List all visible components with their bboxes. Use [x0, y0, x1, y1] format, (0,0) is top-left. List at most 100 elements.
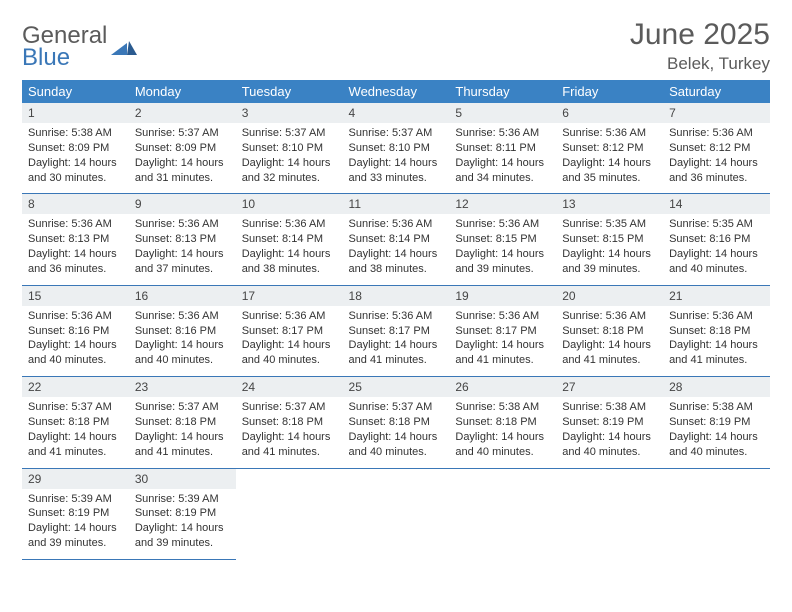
sunset-line: Sunset: 8:17 PM: [242, 324, 337, 339]
month-title: June 2025: [630, 18, 770, 52]
day-body: Sunrise: 5:38 AMSunset: 8:09 PMDaylight:…: [22, 123, 129, 193]
day-body: Sunrise: 5:36 AMSunset: 8:13 PMDaylight:…: [22, 214, 129, 284]
day-number: 5: [449, 103, 556, 123]
day-number: 13: [556, 194, 663, 214]
day-body: Sunrise: 5:38 AMSunset: 8:19 PMDaylight:…: [663, 397, 770, 467]
day-number: 16: [129, 286, 236, 306]
sunset-line: Sunset: 8:10 PM: [242, 141, 337, 156]
day-header: Wednesday: [343, 80, 450, 103]
calendar-cell: 11Sunrise: 5:36 AMSunset: 8:14 PMDayligh…: [343, 194, 450, 285]
calendar-cell: 22Sunrise: 5:37 AMSunset: 8:18 PMDayligh…: [22, 377, 129, 468]
day-number: 21: [663, 286, 770, 306]
sunset-line: Sunset: 8:14 PM: [242, 232, 337, 247]
sunset-line: Sunset: 8:09 PM: [28, 141, 123, 156]
calendar-cell: [556, 468, 663, 559]
sunset-line: Sunset: 8:18 PM: [135, 415, 230, 430]
sunrise-line: Sunrise: 5:39 AM: [135, 492, 230, 507]
daylight-line: Daylight: 14 hours and 40 minutes.: [135, 338, 230, 368]
day-body: Sunrise: 5:36 AMSunset: 8:16 PMDaylight:…: [129, 306, 236, 376]
day-body: Sunrise: 5:36 AMSunset: 8:17 PMDaylight:…: [449, 306, 556, 376]
sunrise-line: Sunrise: 5:37 AM: [135, 126, 230, 141]
day-number: 17: [236, 286, 343, 306]
sunrise-line: Sunrise: 5:36 AM: [28, 217, 123, 232]
day-body: Sunrise: 5:37 AMSunset: 8:10 PMDaylight:…: [343, 123, 450, 193]
sunrise-line: Sunrise: 5:36 AM: [562, 309, 657, 324]
daylight-line: Daylight: 14 hours and 41 minutes.: [349, 338, 444, 368]
day-body: Sunrise: 5:36 AMSunset: 8:16 PMDaylight:…: [22, 306, 129, 376]
day-number: 20: [556, 286, 663, 306]
daylight-line: Daylight: 14 hours and 36 minutes.: [669, 156, 764, 186]
sunset-line: Sunset: 8:18 PM: [455, 415, 550, 430]
day-body: Sunrise: 5:37 AMSunset: 8:18 PMDaylight:…: [343, 397, 450, 467]
daylight-line: Daylight: 14 hours and 33 minutes.: [349, 156, 444, 186]
calendar-week-row: 8Sunrise: 5:36 AMSunset: 8:13 PMDaylight…: [22, 194, 770, 285]
calendar-head: SundayMondayTuesdayWednesdayThursdayFrid…: [22, 80, 770, 103]
daylight-line: Daylight: 14 hours and 40 minutes.: [562, 430, 657, 460]
sunset-line: Sunset: 8:17 PM: [455, 324, 550, 339]
calendar-cell: 21Sunrise: 5:36 AMSunset: 8:18 PMDayligh…: [663, 285, 770, 376]
calendar-cell: 23Sunrise: 5:37 AMSunset: 8:18 PMDayligh…: [129, 377, 236, 468]
day-number: 3: [236, 103, 343, 123]
logo-word2: Blue: [22, 46, 107, 70]
day-number: 26: [449, 377, 556, 397]
day-header-row: SundayMondayTuesdayWednesdayThursdayFrid…: [22, 80, 770, 103]
sunrise-line: Sunrise: 5:37 AM: [242, 400, 337, 415]
calendar-cell: [449, 468, 556, 559]
day-number: 6: [556, 103, 663, 123]
daylight-line: Daylight: 14 hours and 41 minutes.: [28, 430, 123, 460]
day-number: 28: [663, 377, 770, 397]
calendar-cell: 26Sunrise: 5:38 AMSunset: 8:18 PMDayligh…: [449, 377, 556, 468]
day-number: 25: [343, 377, 450, 397]
calendar-cell: 4Sunrise: 5:37 AMSunset: 8:10 PMDaylight…: [343, 103, 450, 194]
day-body: Sunrise: 5:39 AMSunset: 8:19 PMDaylight:…: [129, 489, 236, 559]
calendar-cell: 30Sunrise: 5:39 AMSunset: 8:19 PMDayligh…: [129, 468, 236, 559]
day-number: 10: [236, 194, 343, 214]
day-body: Sunrise: 5:36 AMSunset: 8:11 PMDaylight:…: [449, 123, 556, 193]
day-number: 9: [129, 194, 236, 214]
sunset-line: Sunset: 8:19 PM: [562, 415, 657, 430]
daylight-line: Daylight: 14 hours and 40 minutes.: [669, 430, 764, 460]
sunrise-line: Sunrise: 5:36 AM: [562, 126, 657, 141]
calendar-cell: 19Sunrise: 5:36 AMSunset: 8:17 PMDayligh…: [449, 285, 556, 376]
day-number: 8: [22, 194, 129, 214]
day-body: Sunrise: 5:36 AMSunset: 8:17 PMDaylight:…: [236, 306, 343, 376]
sunrise-line: Sunrise: 5:36 AM: [455, 309, 550, 324]
sunset-line: Sunset: 8:16 PM: [669, 232, 764, 247]
sunset-line: Sunset: 8:10 PM: [349, 141, 444, 156]
day-body: Sunrise: 5:37 AMSunset: 8:10 PMDaylight:…: [236, 123, 343, 193]
calendar-week-row: 22Sunrise: 5:37 AMSunset: 8:18 PMDayligh…: [22, 377, 770, 468]
day-header: Friday: [556, 80, 663, 103]
calendar-cell: 24Sunrise: 5:37 AMSunset: 8:18 PMDayligh…: [236, 377, 343, 468]
calendar-page: General Blue June 2025 Belek, Turkey Sun…: [0, 0, 792, 560]
day-body: Sunrise: 5:36 AMSunset: 8:15 PMDaylight:…: [449, 214, 556, 284]
daylight-line: Daylight: 14 hours and 32 minutes.: [242, 156, 337, 186]
day-number: 24: [236, 377, 343, 397]
sunset-line: Sunset: 8:18 PM: [242, 415, 337, 430]
daylight-line: Daylight: 14 hours and 40 minutes.: [28, 338, 123, 368]
day-number: 27: [556, 377, 663, 397]
day-body: Sunrise: 5:37 AMSunset: 8:18 PMDaylight:…: [129, 397, 236, 467]
sunrise-line: Sunrise: 5:36 AM: [242, 217, 337, 232]
sunrise-line: Sunrise: 5:38 AM: [669, 400, 764, 415]
day-body: Sunrise: 5:37 AMSunset: 8:09 PMDaylight:…: [129, 123, 236, 193]
daylight-line: Daylight: 14 hours and 39 minutes.: [28, 521, 123, 551]
calendar-cell: 14Sunrise: 5:35 AMSunset: 8:16 PMDayligh…: [663, 194, 770, 285]
calendar-week-row: 15Sunrise: 5:36 AMSunset: 8:16 PMDayligh…: [22, 285, 770, 376]
day-body: Sunrise: 5:35 AMSunset: 8:15 PMDaylight:…: [556, 214, 663, 284]
sunset-line: Sunset: 8:13 PM: [28, 232, 123, 247]
day-number: 11: [343, 194, 450, 214]
sunrise-line: Sunrise: 5:38 AM: [562, 400, 657, 415]
calendar-cell: 29Sunrise: 5:39 AMSunset: 8:19 PMDayligh…: [22, 468, 129, 559]
sunrise-line: Sunrise: 5:38 AM: [455, 400, 550, 415]
sunset-line: Sunset: 8:12 PM: [669, 141, 764, 156]
day-body: Sunrise: 5:38 AMSunset: 8:19 PMDaylight:…: [556, 397, 663, 467]
sunrise-line: Sunrise: 5:39 AM: [28, 492, 123, 507]
sunset-line: Sunset: 8:18 PM: [28, 415, 123, 430]
daylight-line: Daylight: 14 hours and 35 minutes.: [562, 156, 657, 186]
day-number: 1: [22, 103, 129, 123]
day-body: Sunrise: 5:37 AMSunset: 8:18 PMDaylight:…: [22, 397, 129, 467]
calendar-cell: [236, 468, 343, 559]
sunrise-line: Sunrise: 5:36 AM: [28, 309, 123, 324]
calendar-cell: 18Sunrise: 5:36 AMSunset: 8:17 PMDayligh…: [343, 285, 450, 376]
day-body: Sunrise: 5:36 AMSunset: 8:12 PMDaylight:…: [556, 123, 663, 193]
